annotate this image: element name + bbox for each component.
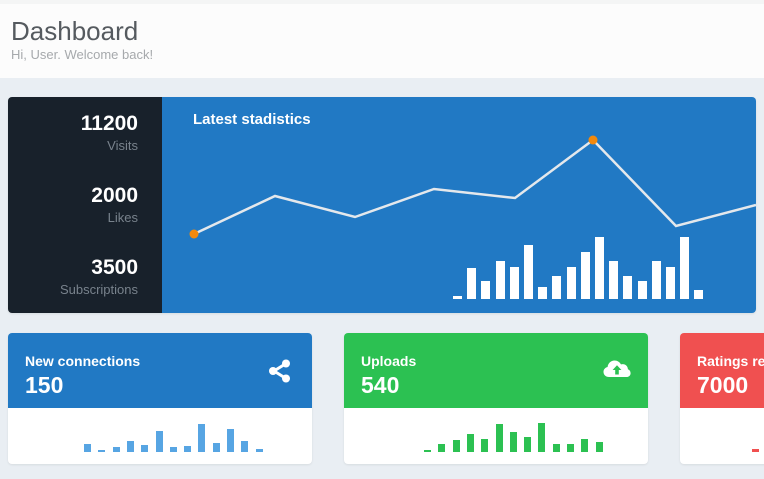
card-ratings-header: Ratings received 7000 xyxy=(680,333,764,408)
visits-label: Visits xyxy=(107,138,138,153)
line-marker-dot xyxy=(588,135,598,145)
uploads-bars-bar xyxy=(466,434,474,452)
card-ratings-received: Ratings received 7000 xyxy=(680,333,764,464)
uploads-bars-bar xyxy=(567,444,574,452)
latest-statistics-chart-panel: Latest stadistics xyxy=(162,97,756,313)
latest-statistics-bars-bar xyxy=(509,267,519,299)
likes-label: Likes xyxy=(107,210,138,225)
page-title: Dashboard xyxy=(11,16,139,46)
latest-statistics-bars-bar xyxy=(524,245,533,299)
uploads-bars-bar xyxy=(581,439,589,452)
card-uploads: Uploads 540 xyxy=(344,333,648,464)
visits-value: 11200 xyxy=(80,112,138,135)
card-title: New connections xyxy=(25,353,141,369)
uploads-bars-bar xyxy=(595,442,603,452)
card-value: 7000 xyxy=(697,372,749,398)
uploads-bars-bar xyxy=(495,424,503,452)
card-value: 540 xyxy=(361,372,400,398)
stat-subscriptions: 3500 Subscriptions xyxy=(8,254,138,299)
new-connections-bars-bar xyxy=(126,441,134,452)
latest-statistics-bars-bar xyxy=(680,237,690,299)
likes-value: 2000 xyxy=(91,184,138,207)
new-connections-bars-bar xyxy=(255,449,263,452)
new-connections-bars-bar xyxy=(227,429,234,452)
stat-likes: 2000 Likes xyxy=(8,182,138,227)
content-area: 11200 Visits 2000 Likes 3500 Subscriptio… xyxy=(0,97,764,464)
share-icon xyxy=(266,357,294,385)
latest-statistics-bars-bar xyxy=(651,261,661,299)
latest-statistics-bars-bar xyxy=(609,261,619,299)
card-new-connections-header: New connections 150 xyxy=(8,333,312,408)
latest-statistics-bars-bar xyxy=(467,268,477,299)
summary-cards-row: New connections 150 Uploads xyxy=(8,333,764,464)
subscriptions-label: Subscriptions xyxy=(59,282,138,297)
cloud-upload-icon xyxy=(602,357,631,385)
latest-statistics-bars-bar xyxy=(566,267,576,299)
page-header: Dashboard Hi, User. Welcome back! xyxy=(0,0,764,78)
uploads-bars-bar xyxy=(438,444,446,452)
latest-statistics-bars-bar xyxy=(552,276,562,299)
latest-statistics-bars-bar xyxy=(453,296,462,299)
latest-statistics-bars-bar xyxy=(623,276,633,299)
card-uploads-body xyxy=(344,408,648,464)
new-connections-bars-bar xyxy=(198,424,206,452)
card-ratings-body xyxy=(680,408,764,464)
volume-bar-chart xyxy=(162,97,756,313)
card-new-connections: New connections 150 xyxy=(8,333,312,464)
uploads-bars-bar xyxy=(524,437,532,452)
chart-title: Latest stadistics xyxy=(193,111,311,128)
stat-visits: 11200 Visits xyxy=(8,110,138,155)
ratings-sparkline xyxy=(680,408,764,464)
latest-statistics-bars-bar xyxy=(694,290,704,299)
new-connections-bars-bar xyxy=(212,443,220,452)
new-connections-bars-bar xyxy=(169,447,177,452)
uploads-bars-bar xyxy=(481,439,489,452)
uploads-bars-bar xyxy=(552,444,560,452)
subscriptions-value: 3500 xyxy=(91,256,138,279)
new-connections-bars-bar xyxy=(112,447,120,452)
new-connections-bars-bar xyxy=(141,445,149,452)
latest-statistics-bars-bar xyxy=(595,237,604,299)
new-connections-bars-bar xyxy=(155,431,163,452)
card-title: Uploads xyxy=(361,353,417,369)
uploads-bars-bar xyxy=(509,432,517,452)
latest-statistics-bars-bar xyxy=(666,267,675,299)
new-connections-bars-bar xyxy=(84,444,91,452)
statistics-panel: 11200 Visits 2000 Likes 3500 Subscriptio… xyxy=(8,97,756,313)
uploads-bars-bar xyxy=(424,450,431,452)
card-title: Ratings received xyxy=(697,353,764,369)
latest-statistics-bars-bar xyxy=(481,281,491,299)
latest-statistics-bars-bar xyxy=(495,261,505,299)
latest-statistics-bars-bar xyxy=(637,281,647,299)
uploads-bars-bar xyxy=(452,440,460,452)
new-connections-sparkline xyxy=(8,408,312,464)
card-value: 150 xyxy=(25,372,64,398)
new-connections-bars-bar xyxy=(184,446,192,452)
card-uploads-header: Uploads 540 xyxy=(344,333,648,408)
stats-summary-panel: 11200 Visits 2000 Likes 3500 Subscriptio… xyxy=(8,97,162,313)
uploads-sparkline xyxy=(344,408,648,464)
card-new-connections-body xyxy=(8,408,312,464)
new-connections-bars-bar xyxy=(98,450,106,452)
page-subtitle: Hi, User. Welcome back! xyxy=(11,47,154,62)
uploads-bars-bar xyxy=(538,423,546,452)
latest-statistics-bars-bar xyxy=(538,287,548,299)
new-connections-bars-bar xyxy=(241,441,249,452)
latest-statistics-bars-bar xyxy=(580,252,590,299)
line-marker-dot xyxy=(189,229,199,239)
ratings-bars-bar xyxy=(752,449,759,452)
